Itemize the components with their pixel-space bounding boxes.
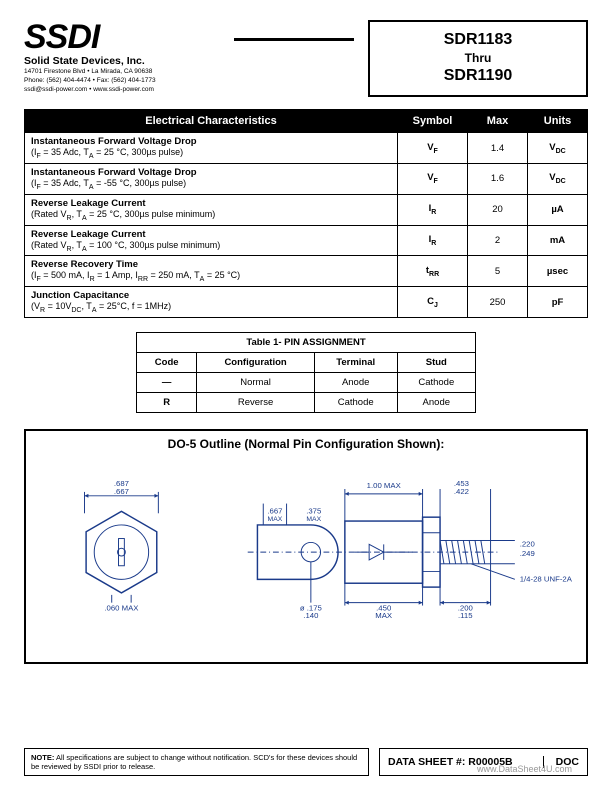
ec-units: mA [528,225,588,256]
header: SSDI Solid State Devices, Inc. 14701 Fir… [24,20,588,97]
svg-text:.115: .115 [458,611,473,620]
watermark: www.DataSheet4U.com [477,764,572,774]
note-text: All specifications are subject to change… [31,753,357,771]
outline-box: DO-5 Outline (Normal Pin Configuration S… [24,429,588,664]
pin-stud: Anode [397,392,475,412]
header-rule [234,38,354,41]
pin-header-code: Code [137,352,197,372]
pin-terminal: Anode [314,372,397,392]
ec-row: Instantaneous Forward Voltage Drop(IF = … [25,163,588,194]
svg-text:.140: .140 [303,611,319,620]
pin-code: R [137,392,197,412]
ec-param: Junction Capacitance(VR = 10VDC, TA = 25… [25,287,398,318]
ec-symbol: CJ [398,287,468,318]
ec-symbol: VF [398,133,468,164]
ec-symbol: tRR [398,256,468,287]
pin-row: RReverseCathodeAnode [137,392,476,412]
ec-param: Instantaneous Forward Voltage Drop(IF = … [25,163,398,194]
ec-units: µsec [528,256,588,287]
outline-title: DO-5 Outline (Normal Pin Configuration S… [34,437,578,451]
ec-units: VDC [528,163,588,194]
svg-text:.220: .220 [520,539,536,548]
pin-header-terminal: Terminal [314,352,397,372]
pin-config: Normal [197,372,314,392]
ec-param: Instantaneous Forward Voltage Drop(IF = … [25,133,398,164]
pin-header-config: Configuration [197,352,314,372]
svg-text:.249: .249 [520,549,535,558]
ec-symbol: IR [398,225,468,256]
outline-drawing: .687.667.060 MAX1.00 MAX.667MAX.375MAXø … [34,455,578,649]
ec-header-max: Max [468,110,528,133]
logo-block: SSDI Solid State Devices, Inc. 14701 Fir… [24,20,224,94]
ec-row: Reverse Leakage Current(Rated VR, TA = 2… [25,194,588,225]
svg-text:MAX: MAX [306,516,321,523]
svg-text:.667: .667 [114,487,129,496]
part-top: SDR1183 [388,30,568,51]
ec-row: Junction Capacitance(VR = 10VDC, TA = 25… [25,287,588,318]
ec-param: Reverse Leakage Current(Rated VR, TA = 2… [25,194,398,225]
pin-row: —NormalAnodeCathode [137,372,476,392]
pin-code: — [137,372,197,392]
ec-row: Reverse Leakage Current(Rated VR, TA = 1… [25,225,588,256]
pin-header-stud: Stud [397,352,475,372]
svg-text:1/4-28 UNF-2A: 1/4-28 UNF-2A [520,574,573,583]
ec-units: µA [528,194,588,225]
pin-stud: Cathode [397,372,475,392]
ec-header-main: Electrical Characteristics [25,110,398,133]
ec-max: 5 [468,256,528,287]
pin-table-title: Table 1- PIN ASSIGNMENT [137,332,476,352]
pin-config: Reverse [197,392,314,412]
svg-text:.375: .375 [306,506,321,515]
svg-text:MAX: MAX [268,516,283,523]
ec-header-units: Units [528,110,588,133]
svg-text:1.00 MAX: 1.00 MAX [367,481,402,490]
address-line: Phone: (562) 404-4474 • Fax: (562) 404-1… [24,77,224,85]
ec-units: VDC [528,133,588,164]
note-box: NOTE: All specifications are subject to … [24,748,369,776]
svg-text:MAX: MAX [375,611,393,620]
ec-max: 1.4 [468,133,528,164]
ec-max: 1.6 [468,163,528,194]
ec-max: 2 [468,225,528,256]
svg-text:.667: .667 [267,506,282,515]
part-number-box: SDR1183 Thru SDR1190 [368,20,588,97]
company-name: Solid State Devices, Inc. [24,55,224,67]
ec-max: 250 [468,287,528,318]
electrical-characteristics-table: Electrical Characteristics Symbol Max Un… [24,109,588,318]
ec-row: Reverse Recovery Time(IF = 500 mA, IR = … [25,256,588,287]
note-label: NOTE: [31,753,54,762]
part-bot: SDR1190 [388,66,568,87]
logo-text: SSDI [24,20,224,54]
ec-param: Reverse Recovery Time(IF = 500 mA, IR = … [25,256,398,287]
ec-param: Reverse Leakage Current(Rated VR, TA = 1… [25,225,398,256]
address-line: 14701 Firestone Blvd • La Mirada, CA 906… [24,68,224,76]
ec-symbol: VF [398,163,468,194]
pin-assignment-table: Table 1- PIN ASSIGNMENT Code Configurati… [136,332,476,413]
pin-terminal: Cathode [314,392,397,412]
ec-max: 20 [468,194,528,225]
svg-text:.422: .422 [454,487,469,496]
ec-units: pF [528,287,588,318]
address-line: ssdi@ssdi-power.com • www.ssdi-power.com [24,86,224,94]
ec-header-symbol: Symbol [398,110,468,133]
part-mid: Thru [388,51,568,67]
svg-text:.060 MAX: .060 MAX [104,603,139,612]
ec-symbol: IR [398,194,468,225]
ec-row: Instantaneous Forward Voltage Drop(IF = … [25,133,588,164]
